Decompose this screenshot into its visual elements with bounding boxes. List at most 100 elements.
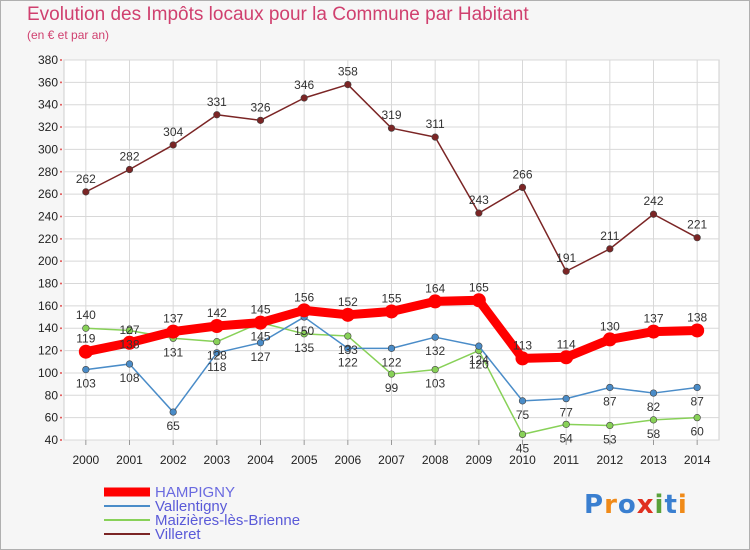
data-point [693, 383, 701, 392]
y-tick-label: 40 [45, 433, 59, 447]
x-tick-label: 2013 [640, 453, 667, 467]
data-label: 221 [687, 218, 707, 232]
data-label: 87 [603, 394, 617, 408]
data-point [562, 420, 570, 428]
x-axis-ticks: 2000 2001 2002 2003 2004 2005 2006 2007 2008 2009… [72, 440, 711, 467]
data-label: 165 [469, 280, 489, 294]
logo-letter: i [654, 490, 665, 520]
data-point [475, 342, 483, 350]
data-label: 358 [338, 65, 358, 79]
data-point [431, 133, 439, 141]
data-label: 113 [513, 338, 532, 352]
y-tick-label: 280 [38, 165, 58, 179]
data-label: 75 [516, 408, 530, 422]
data-label: 282 [119, 150, 139, 164]
y-tick-label: 300 [38, 142, 58, 156]
data-point [213, 111, 221, 119]
data-point [518, 397, 527, 405]
data-label: 266 [512, 167, 532, 181]
data-label: 140 [76, 308, 96, 322]
y-tick-mark [60, 394, 62, 397]
y-tick-mark [60, 371, 62, 374]
y-tick-label: 60 [45, 411, 59, 425]
data-label: 142 [207, 306, 227, 320]
legend-label-Vallentigny: Vallentigny [155, 498, 228, 515]
y-tick-label: 180 [38, 277, 58, 291]
y-tick-mark [60, 81, 62, 84]
data-point [602, 332, 617, 347]
y-tick-mark [60, 148, 62, 151]
data-label: 103 [76, 377, 96, 391]
y-tick-label: 220 [38, 232, 58, 246]
data-label: 103 [425, 377, 445, 391]
data-point [649, 389, 658, 397]
data-point [297, 303, 312, 318]
data-label: 114 [557, 337, 576, 351]
data-label: 242 [643, 194, 663, 208]
data-point [387, 370, 396, 378]
data-point [431, 365, 439, 374]
data-label: 304 [163, 125, 183, 139]
y-tick-mark [60, 282, 62, 285]
data-label: 118 [207, 360, 226, 374]
data-label: 331 [207, 95, 227, 109]
data-label: 150 [294, 324, 314, 338]
y-tick-label: 100 [38, 366, 58, 380]
data-label: 133 [338, 343, 358, 357]
y-tick-label: 200 [38, 254, 58, 268]
data-label: 138 [687, 310, 707, 324]
data-point [606, 383, 614, 392]
data-labels: 119 127 137 142 145 156 152 155 164 165 113 114 130 1… [76, 65, 708, 456]
data-point [169, 408, 177, 416]
data-point [693, 234, 701, 242]
data-label: 99 [385, 381, 399, 395]
data-point [122, 335, 137, 350]
data-label: 155 [381, 291, 401, 305]
data-point [78, 344, 93, 359]
data-label: 311 [426, 117, 445, 131]
data-label: 164 [425, 281, 445, 295]
data-label: 243 [469, 193, 489, 207]
data-label: 135 [294, 341, 314, 355]
legend-label-Villeret: Villeret [155, 526, 201, 543]
proxiti-logo: Proxiti [584, 490, 688, 520]
x-tick-label: 2001 [116, 453, 143, 467]
x-tick-label: 2002 [160, 453, 187, 467]
data-label: 137 [163, 312, 183, 326]
data-point [256, 116, 265, 124]
data-label: 53 [603, 432, 617, 446]
data-point [253, 315, 268, 330]
y-tick-mark [60, 237, 62, 240]
data-point [166, 324, 181, 339]
data-label: 131 [163, 345, 183, 359]
data-point [518, 183, 527, 192]
data-point [300, 94, 308, 102]
data-point [213, 338, 221, 346]
data-label: 45 [516, 441, 530, 455]
data-label: 127 [119, 323, 139, 337]
y-tick-label: 160 [38, 299, 58, 313]
x-tick-label: 2000 [72, 453, 99, 467]
data-point [384, 304, 399, 319]
y-tick-label: 240 [38, 209, 58, 223]
y-tick-mark [60, 215, 62, 218]
data-label: 127 [250, 350, 270, 364]
x-tick-label: 2005 [291, 453, 318, 467]
data-label: 145 [250, 303, 270, 317]
data-point [209, 319, 224, 333]
data-point [344, 344, 352, 352]
data-label: 82 [647, 400, 661, 414]
data-point [515, 351, 530, 366]
x-tick-label: 2011 [553, 453, 579, 467]
y-tick-mark [60, 304, 62, 307]
data-point [471, 293, 486, 308]
logo-letter: x [636, 490, 655, 520]
data-label: 211 [600, 229, 619, 243]
series-lines [78, 80, 705, 439]
data-label: 77 [559, 406, 573, 420]
data-point [518, 430, 527, 439]
data-label: 58 [647, 427, 661, 441]
data-point [562, 267, 570, 275]
data-label: 65 [166, 419, 180, 433]
y-tick-mark [60, 193, 62, 196]
